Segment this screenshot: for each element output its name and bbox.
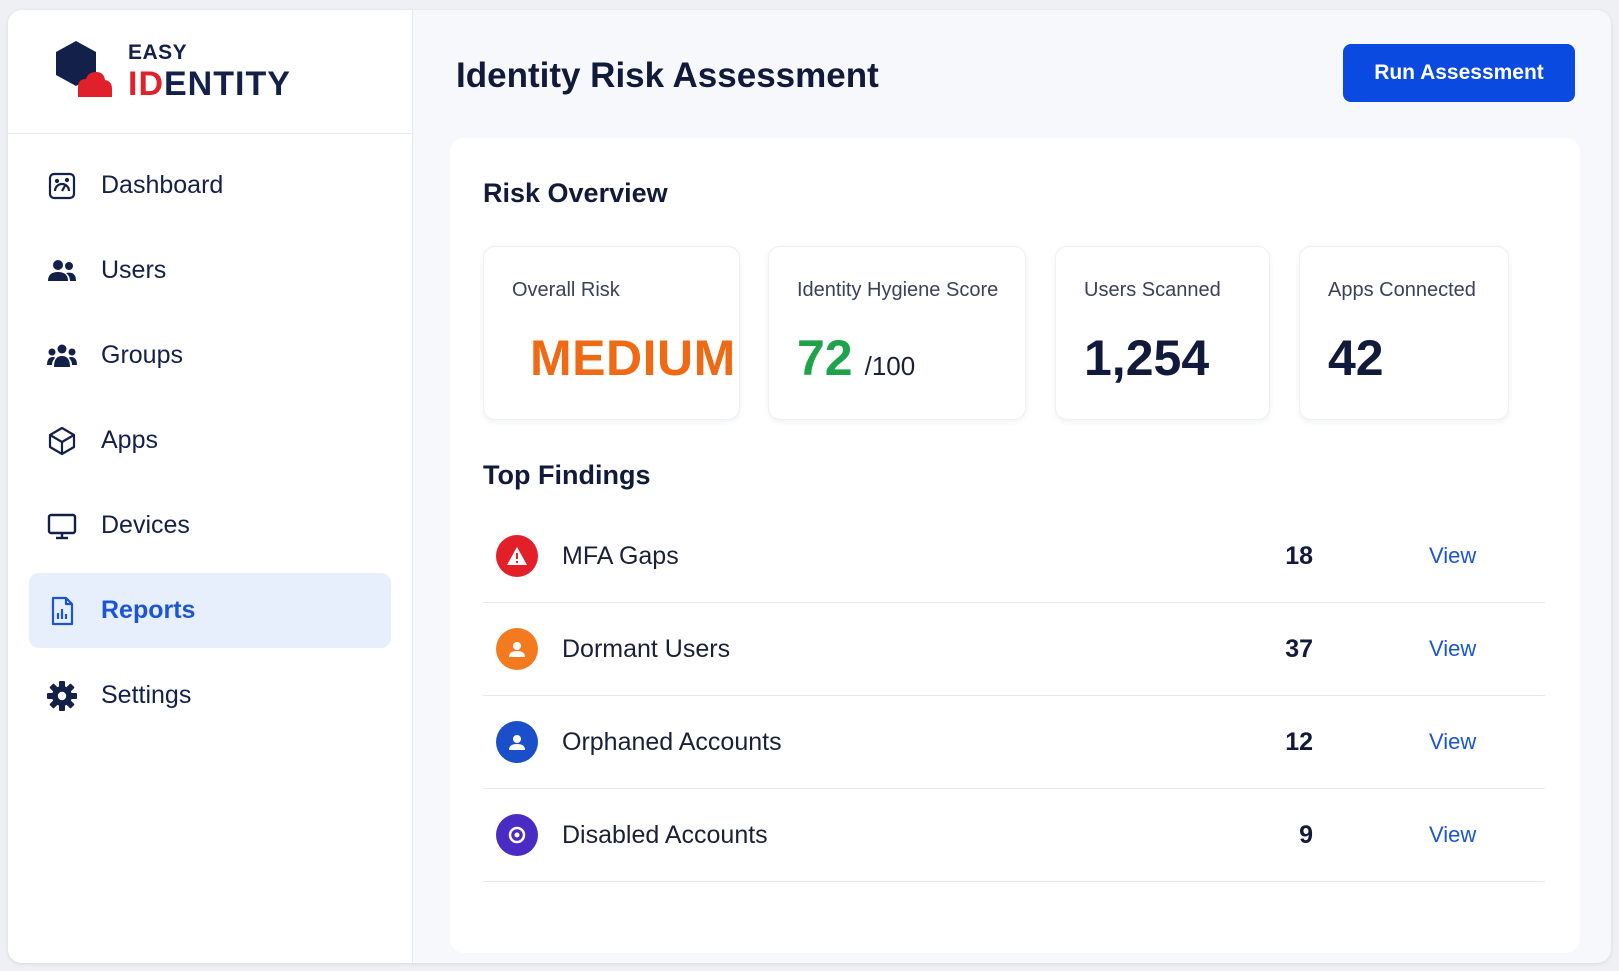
target-icon bbox=[496, 814, 538, 856]
overall-risk-card: Overall Risk MEDIUM bbox=[483, 246, 740, 420]
stat-label: Apps Connected bbox=[1328, 279, 1476, 301]
apps-connected-card: Apps Connected 42 bbox=[1299, 246, 1509, 420]
finding-label: MFA Gaps bbox=[562, 541, 679, 570]
finding-label: Orphaned Accounts bbox=[562, 727, 782, 756]
sidebar-item-apps[interactable]: Apps bbox=[29, 403, 391, 478]
finding-count: 12 bbox=[1285, 727, 1313, 756]
warning-icon bbox=[496, 535, 538, 577]
hygiene-score-number: 72 bbox=[797, 330, 853, 386]
risk-overview-title: Risk Overview bbox=[483, 178, 668, 208]
app-window: EASY IDENTITY Dashboard Users bbox=[8, 10, 1611, 963]
hexagon-logo-icon bbox=[56, 40, 112, 97]
users-scanned-card: Users Scanned 1,254 bbox=[1055, 246, 1270, 420]
sidebar-item-users[interactable]: Users bbox=[29, 233, 391, 308]
report-icon bbox=[45, 594, 79, 628]
finding-count: 37 bbox=[1285, 634, 1313, 663]
overall-risk-value: MEDIUM bbox=[530, 330, 736, 386]
sidebar-item-label: Users bbox=[101, 256, 167, 284]
finding-row-orphaned-accounts: Orphaned Accounts 12 View bbox=[483, 696, 1545, 789]
groups-icon bbox=[45, 339, 79, 373]
sidebar-item-dashboard[interactable]: Dashboard bbox=[29, 148, 391, 223]
view-link[interactable]: View bbox=[1429, 543, 1477, 568]
stat-label: Users Scanned bbox=[1084, 279, 1221, 301]
stat-label: Overall Risk bbox=[512, 279, 620, 301]
finding-row-disabled-accounts: Disabled Accounts 9 View bbox=[483, 789, 1545, 882]
sidebar-item-reports[interactable]: Reports bbox=[29, 573, 391, 648]
sidebar-item-label: Apps bbox=[101, 426, 158, 454]
sidebar-item-label: Groups bbox=[101, 341, 183, 369]
finding-count: 9 bbox=[1299, 820, 1313, 849]
page-title: Identity Risk Assessment bbox=[456, 56, 879, 95]
sidebar-item-label: Dashboard bbox=[101, 171, 224, 199]
brand-name-entity: ENTITY bbox=[164, 65, 291, 103]
brand-name-id: ID bbox=[128, 65, 164, 103]
brand-name-bottom: IDENTITY bbox=[128, 67, 291, 101]
gear-icon bbox=[45, 679, 79, 713]
findings-list: MFA Gaps 18 View Dormant Users 37 View bbox=[483, 510, 1545, 882]
view-link[interactable]: View bbox=[1429, 729, 1477, 754]
finding-label: Dormant Users bbox=[562, 634, 731, 663]
finding-count: 18 bbox=[1285, 541, 1313, 570]
sidebar-item-label: Reports bbox=[101, 596, 196, 624]
user-icon bbox=[496, 721, 538, 763]
user-icon bbox=[496, 628, 538, 670]
sidebar-item-settings[interactable]: Settings bbox=[29, 658, 391, 733]
run-assessment-button[interactable]: Run Assessment bbox=[1343, 44, 1575, 102]
view-link[interactable]: View bbox=[1429, 636, 1477, 661]
brand-logo[interactable]: EASY IDENTITY bbox=[8, 10, 412, 134]
finding-row-dormant-users: Dormant Users 37 View bbox=[483, 603, 1545, 696]
sidebar-item-label: Devices bbox=[101, 511, 190, 539]
hygiene-score-value: 72/100 bbox=[797, 329, 915, 387]
sidebar-item-devices[interactable]: Devices bbox=[29, 488, 391, 563]
users-icon bbox=[45, 254, 79, 288]
view-link[interactable]: View bbox=[1429, 822, 1477, 847]
main-content: Identity Risk Assessment Run Assessment … bbox=[413, 10, 1611, 963]
assessment-panel: Risk Overview Overall Risk MEDIUM Identi… bbox=[450, 138, 1580, 953]
monitor-icon bbox=[45, 509, 79, 543]
finding-row-mfa-gaps: MFA Gaps 18 View bbox=[483, 510, 1545, 603]
dashboard-icon bbox=[45, 169, 79, 203]
sidebar: EASY IDENTITY Dashboard Users bbox=[8, 10, 413, 963]
sidebar-nav: Dashboard Users Groups Apps bbox=[8, 134, 412, 733]
stat-label: Identity Hygiene Score bbox=[797, 279, 999, 301]
apps-connected-value: 42 bbox=[1328, 330, 1384, 386]
sidebar-item-label: Settings bbox=[101, 681, 192, 709]
finding-label: Disabled Accounts bbox=[562, 820, 768, 849]
sidebar-item-groups[interactable]: Groups bbox=[29, 318, 391, 393]
apps-icon bbox=[45, 424, 79, 458]
hygiene-score-card: Identity Hygiene Score 72/100 bbox=[768, 246, 1026, 420]
users-scanned-value: 1,254 bbox=[1084, 330, 1210, 386]
top-findings-title: Top Findings bbox=[483, 460, 651, 490]
hygiene-score-suffix: /100 bbox=[864, 351, 916, 381]
brand-name-top: EASY bbox=[128, 41, 188, 64]
